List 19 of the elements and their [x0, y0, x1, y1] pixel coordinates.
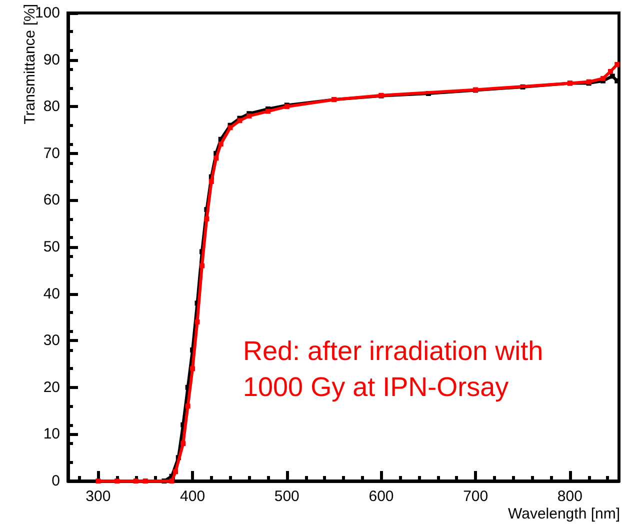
y-axis-title: Transmittance [%] — [22, 4, 38, 124]
y-tick-label: 90 — [43, 51, 60, 68]
y-tick-label: 10 — [43, 426, 60, 443]
y-tick-label: 80 — [43, 98, 60, 116]
x-tick-label: 600 — [368, 488, 394, 505]
x-tick-label: 800 — [557, 488, 582, 505]
annotation: Red: after irradiation with 1000 Gy at IPN-Orsay — [243, 336, 544, 402]
y-tick-label: 30 — [43, 332, 60, 350]
x-axis-title: Wavelength [nm] — [508, 506, 620, 522]
y-tick-label: 20 — [43, 378, 60, 396]
x-tick-label: 700 — [463, 488, 488, 505]
x-tick-label: 500 — [274, 488, 300, 505]
y-tick-label: 70 — [43, 144, 60, 162]
y-tick-label: 0 — [52, 472, 60, 490]
y-tick-label: 50 — [43, 238, 60, 256]
y-tick-label: 60 — [43, 192, 60, 209]
x-tick-label: 300 — [86, 488, 111, 505]
x-tick-label: 400 — [180, 488, 206, 505]
y-tick-label: 40 — [43, 285, 60, 302]
